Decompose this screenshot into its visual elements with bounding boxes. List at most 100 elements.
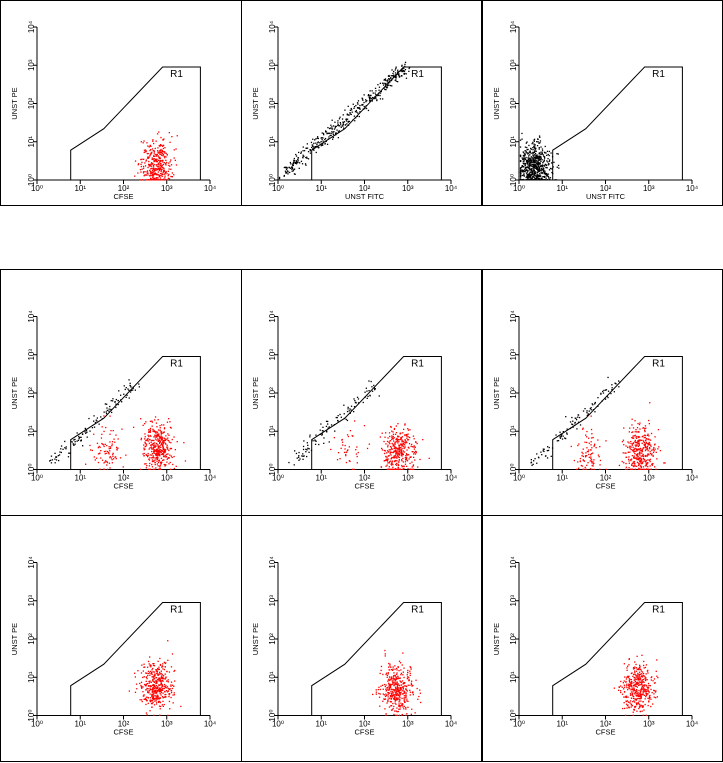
data-point xyxy=(160,153,162,155)
data-point xyxy=(162,440,164,442)
data-point xyxy=(582,468,584,470)
data-point xyxy=(369,96,371,98)
data-point xyxy=(349,430,352,432)
data-point xyxy=(128,379,130,381)
data-point xyxy=(334,133,337,135)
data-point xyxy=(527,167,529,169)
data-point xyxy=(386,80,388,82)
data-point xyxy=(384,698,387,700)
data-point xyxy=(59,451,61,453)
data-point xyxy=(650,705,652,708)
data-point xyxy=(645,694,647,697)
data-point xyxy=(559,431,561,433)
data-point xyxy=(160,144,162,146)
data-point xyxy=(627,675,629,677)
data-point xyxy=(139,699,141,701)
data-point xyxy=(147,691,149,693)
data-point xyxy=(402,446,404,448)
data-point xyxy=(300,160,303,162)
data-point xyxy=(169,688,171,690)
data-point xyxy=(320,137,322,139)
data-point xyxy=(542,168,545,170)
x-tick-label: 10⁰ xyxy=(513,474,525,483)
data-point xyxy=(159,468,161,470)
data-point xyxy=(534,156,536,158)
data-point xyxy=(149,454,151,456)
data-point xyxy=(155,699,157,701)
data-point xyxy=(644,434,646,436)
data-point xyxy=(292,163,294,165)
data-point xyxy=(105,450,107,452)
data-point xyxy=(529,172,531,174)
data-point xyxy=(158,690,160,692)
data-point xyxy=(393,468,396,470)
data-point xyxy=(626,667,628,669)
data-point xyxy=(162,705,164,707)
x-tick-label: 10² xyxy=(118,720,130,729)
data-point xyxy=(634,706,636,709)
y-tick-label: 10⁴ xyxy=(509,310,518,323)
data-point xyxy=(533,159,535,161)
data-point xyxy=(538,166,541,169)
data-point xyxy=(144,171,146,173)
data-point xyxy=(521,170,523,173)
data-point xyxy=(636,444,638,446)
data-point xyxy=(155,154,158,156)
data-point xyxy=(620,690,622,692)
data-point xyxy=(385,455,387,458)
data-point xyxy=(644,698,646,700)
data-point xyxy=(333,424,336,426)
data-point xyxy=(337,124,339,126)
data-point xyxy=(631,705,633,707)
data-point xyxy=(157,429,160,431)
data-point xyxy=(352,119,354,121)
data-point xyxy=(633,687,635,689)
data-point xyxy=(640,468,642,470)
data-point xyxy=(630,442,632,445)
data-point xyxy=(164,442,166,444)
data-point xyxy=(392,72,394,75)
data-point xyxy=(402,70,404,72)
data-point xyxy=(531,170,533,172)
data-point xyxy=(110,409,112,411)
data-point xyxy=(157,687,159,689)
data-point xyxy=(151,700,153,702)
data-point xyxy=(382,700,384,702)
data-point xyxy=(404,457,406,459)
data-point xyxy=(395,449,397,451)
data-point xyxy=(388,692,390,694)
data-point xyxy=(632,692,634,694)
data-point xyxy=(638,440,640,443)
data-point xyxy=(151,173,153,175)
data-point xyxy=(607,396,609,399)
data-point xyxy=(149,155,151,157)
data-point xyxy=(389,81,391,83)
data-point xyxy=(168,693,170,695)
plot-panel: 10⁰ 10⁰ 10¹ 10¹ 10² 10² 10³ 10³ 10⁴ 10⁴ CFSE UNST P… xyxy=(0,269,242,516)
data-point xyxy=(545,172,547,175)
data-point xyxy=(145,439,147,442)
data-point xyxy=(397,69,399,71)
data-point xyxy=(639,448,641,451)
data-point xyxy=(653,689,655,691)
data-point xyxy=(394,74,396,77)
data-point xyxy=(342,123,344,125)
data-point xyxy=(631,687,633,689)
data-point xyxy=(348,460,350,462)
data-point xyxy=(538,158,540,160)
data-point xyxy=(388,455,390,457)
data-point xyxy=(641,688,643,691)
data-point xyxy=(398,677,400,680)
data-point xyxy=(160,688,162,691)
data-point xyxy=(370,94,372,97)
data-point xyxy=(531,165,533,167)
data-point xyxy=(365,101,367,103)
data-point xyxy=(581,465,584,467)
data-point xyxy=(164,173,166,175)
y-tick-label: 10¹ xyxy=(509,671,518,683)
data-point xyxy=(104,453,106,455)
data-point xyxy=(640,675,642,677)
data-point xyxy=(645,468,648,470)
data-point xyxy=(403,451,406,453)
data-point xyxy=(320,141,322,143)
